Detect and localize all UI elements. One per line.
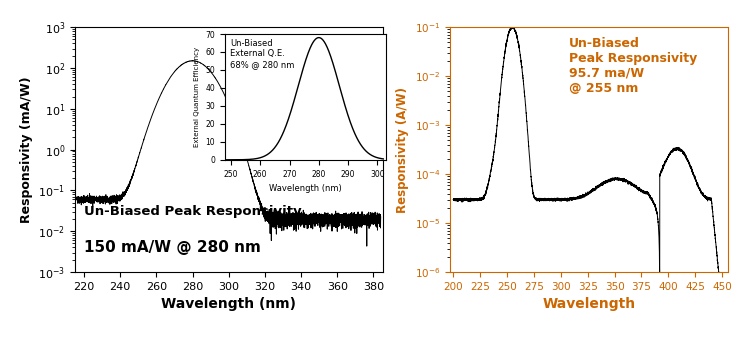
X-axis label: Wavelength: Wavelength bbox=[542, 297, 635, 311]
Text: 150 mA/W @ 280 nm: 150 mA/W @ 280 nm bbox=[84, 240, 261, 255]
X-axis label: Wavelength (nm): Wavelength (nm) bbox=[161, 297, 296, 311]
X-axis label: Wavelength (nm): Wavelength (nm) bbox=[269, 184, 342, 193]
Text: Un-Biased
Peak Responsivity
95.7 ma/W
@ 255 nm: Un-Biased Peak Responsivity 95.7 ma/W @ … bbox=[569, 37, 698, 95]
Y-axis label: External Quantum Efficiency: External Quantum Efficiency bbox=[194, 47, 200, 147]
Text: Un-Biased
External Q.E.
68% @ 280 nm: Un-Biased External Q.E. 68% @ 280 nm bbox=[230, 39, 294, 69]
Y-axis label: Responsivity (A/W): Responsivity (A/W) bbox=[396, 87, 410, 212]
Y-axis label: Responsivity (mA/W): Responsivity (mA/W) bbox=[20, 76, 33, 223]
Text: Un-Biased Peak Responsivity: Un-Biased Peak Responsivity bbox=[84, 205, 302, 218]
